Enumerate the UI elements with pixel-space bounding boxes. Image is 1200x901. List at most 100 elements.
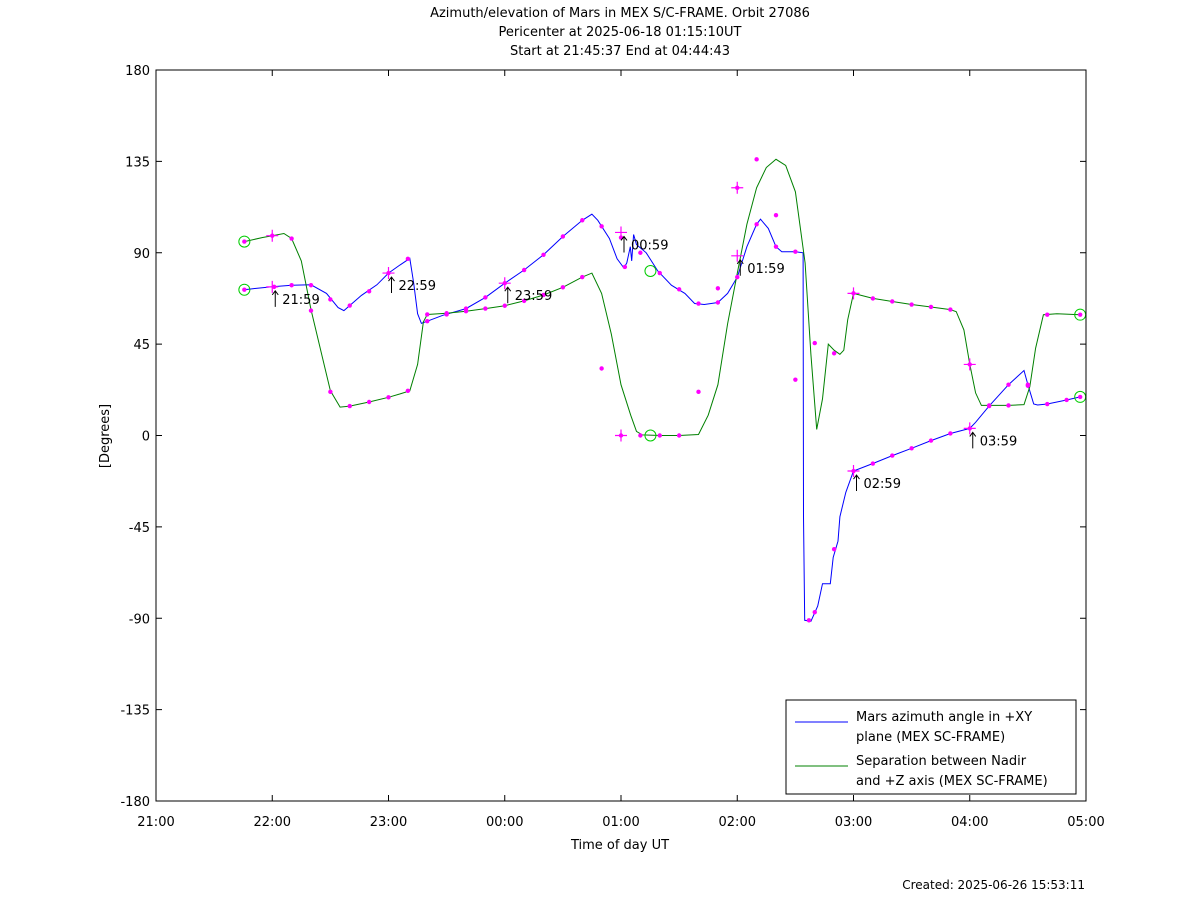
annotation-arrow (853, 474, 860, 492)
data-point-azimuth (366, 289, 372, 294)
data-point-separation (289, 236, 294, 241)
data-point-azimuth (483, 295, 488, 300)
data-point-azimuth (242, 287, 247, 292)
data-point-separation (754, 157, 759, 162)
hour-cross-azimuth (266, 280, 279, 293)
data-point-separation (773, 212, 779, 218)
created-timestamp: Created: 2025-06-26 15:53:11 (902, 878, 1085, 892)
data-point-separation (560, 285, 566, 290)
data-point-separation (831, 351, 837, 356)
data-point-azimuth (638, 250, 643, 255)
data-point-separation (483, 306, 488, 311)
y-tick-label: 90 (133, 247, 150, 262)
data-point-separation (347, 403, 352, 409)
data-point-azimuth (599, 224, 604, 229)
x-tick-label: 23:00 (370, 815, 407, 830)
y-tick-label: -45 (129, 521, 150, 536)
legend-label-azimuth-line2: plane (MEX SC-FRAME) (856, 730, 1005, 745)
data-point-azimuth (806, 618, 812, 623)
data-point-azimuth (831, 547, 837, 552)
data-point-separation (386, 395, 391, 400)
data-point-azimuth (1064, 397, 1069, 403)
data-point-azimuth (560, 234, 566, 239)
annotation-arrow (620, 235, 628, 253)
y-tick-label: -180 (120, 795, 150, 810)
data-point-separation (580, 274, 585, 280)
series-line-separation (244, 158, 1081, 436)
data-point-separation (715, 286, 721, 291)
data-point-azimuth (754, 222, 759, 227)
data-point-separation (909, 302, 914, 307)
data-point-separation (521, 298, 527, 304)
data-point-separation (638, 433, 643, 438)
hour-cross-azimuth (382, 267, 395, 280)
x-axis-label: Time of day UT (570, 838, 669, 853)
annotation-arrow (271, 290, 279, 307)
data-point-azimuth (870, 461, 876, 466)
hour-cross-azimuth (731, 249, 744, 262)
y-tick-label: 45 (133, 338, 150, 353)
x-tick-label: 04:00 (951, 815, 988, 830)
data-point-azimuth (890, 453, 895, 458)
data-point-separation (812, 340, 817, 346)
data-point-separation (928, 304, 934, 310)
data-point-azimuth (425, 318, 430, 324)
event-circle-azimuth (238, 283, 251, 296)
y-tick-label: -90 (129, 612, 150, 627)
x-tick-label: 05:00 (1067, 815, 1104, 830)
annotation-label: 03:59 (980, 434, 1017, 449)
annotation-arrow (969, 431, 977, 449)
data-point-azimuth (328, 297, 333, 302)
x-tick-label: 01:00 (602, 815, 639, 830)
annotation-label: 02:59 (864, 477, 901, 492)
data-point-separation (1025, 383, 1031, 388)
data-point-azimuth (308, 283, 314, 288)
chart-title-line: Pericenter at 2025-06-18 01:15:10UT (498, 25, 741, 40)
hour-cross-azimuth (963, 422, 976, 435)
data-point-azimuth (696, 301, 701, 306)
data-point-azimuth (289, 283, 294, 288)
time-annotations: 21:59 22:59 23:59 00:59 01:59 02:59 03:59 (271, 235, 1017, 492)
event-circle-separation (238, 235, 251, 248)
x-tick-label: 00:00 (486, 815, 523, 830)
data-point-azimuth (1006, 382, 1011, 387)
x-tick-label: 02:00 (719, 815, 756, 830)
annotation-arrow (504, 286, 512, 304)
data-point-separation (502, 303, 507, 308)
y-tick-label: 180 (125, 64, 150, 79)
x-tick-label: 21:00 (137, 815, 174, 830)
data-point-azimuth (812, 609, 817, 615)
hour-cross-azimuth (847, 465, 860, 478)
legend-label-separation-line2: and +Z axis (MEX SC-FRAME) (856, 774, 1048, 789)
data-point-separation (328, 389, 333, 395)
data-point-azimuth (580, 218, 585, 223)
data-point-separation (1045, 312, 1050, 317)
chart-title-line: Start at 21:45:37 End at 04:44:43 (510, 44, 730, 59)
data-point-separation (308, 308, 314, 313)
data-point-azimuth (793, 249, 798, 254)
legend: Mars azimuth angle in +XY plane (MEX SC-… (785, 699, 1077, 795)
plot-area-frame (155, 69, 1087, 802)
legend-label-azimuth-line1: Mars azimuth angle in +XY (856, 710, 1032, 725)
data-point-azimuth (405, 256, 411, 262)
data-point-separation (657, 433, 662, 438)
data-point-azimuth (1077, 394, 1083, 400)
data-point-azimuth (676, 287, 682, 292)
data-point-separation (444, 311, 449, 316)
annotation-label: 21:59 (282, 293, 319, 308)
series-layer (238, 157, 1087, 623)
y-tick-label: 0 (142, 430, 150, 445)
y-tick-label: -135 (120, 704, 150, 719)
hour-cross-separation (963, 358, 976, 371)
data-point-separation (541, 292, 546, 298)
data-point-separation (599, 366, 604, 371)
annotation-arrow (388, 276, 395, 294)
data-point-azimuth (521, 267, 527, 273)
data-point-separation (366, 399, 372, 405)
chart-title-line: Azimuth/elevation of Mars in MEX S/C-FRA… (430, 6, 810, 21)
data-point-separation (1077, 312, 1083, 317)
hour-cross-azimuth (615, 226, 627, 239)
legend-label-separation-line1: Separation between Nadir (856, 754, 1027, 769)
data-point-separation (405, 388, 411, 394)
